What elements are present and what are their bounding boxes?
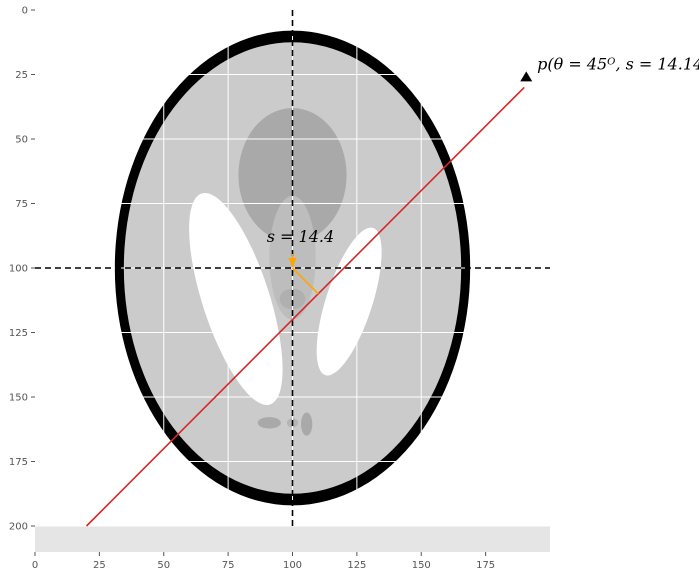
small-ellipse-left [257,417,281,429]
annotation-text: s = 14.4 [267,227,334,246]
annotation-arrowhead [520,71,533,82]
y-axis-ticks: 0 25 50 75 100 125 150 175 200 [9,6,35,533]
x-tick-label: 25 [93,560,106,571]
overlay-lines [35,10,550,527]
y-tick-label: 175 [9,457,28,468]
x-tick-label: 50 [157,560,170,571]
annotation-text: p(θ = 45ᴼ, s = 14.14) [537,54,699,73]
x-tick-label: 175 [476,560,495,571]
right-ventricle [316,227,382,376]
y-tick-label: 125 [9,328,28,339]
x-axis-ticks: 0 25 50 75 100 125 150 175 [32,552,495,571]
x-tick-label: 75 [222,560,235,571]
x-tick-label: 100 [283,560,302,571]
annotation-arrowhead [288,258,297,268]
x-tick-label: 150 [412,560,431,571]
y-tick-label: 200 [9,522,28,533]
y-tick-label: 25 [15,70,28,81]
y-tick-label: 50 [15,135,28,146]
projection-line [85,86,525,527]
y-tick-label: 100 [9,264,28,275]
small-ellipse-right [300,412,313,436]
annotations: s = 14.4 p(θ = 45ᴼ, s = 14.14) [267,54,699,268]
y-tick-label: 0 [22,6,28,17]
x-tick-label: 125 [347,560,366,571]
y-tick-label: 150 [9,393,28,404]
normal-segment [291,267,319,295]
x-tick-label: 0 [32,560,38,571]
y-tick-label: 75 [15,199,28,210]
